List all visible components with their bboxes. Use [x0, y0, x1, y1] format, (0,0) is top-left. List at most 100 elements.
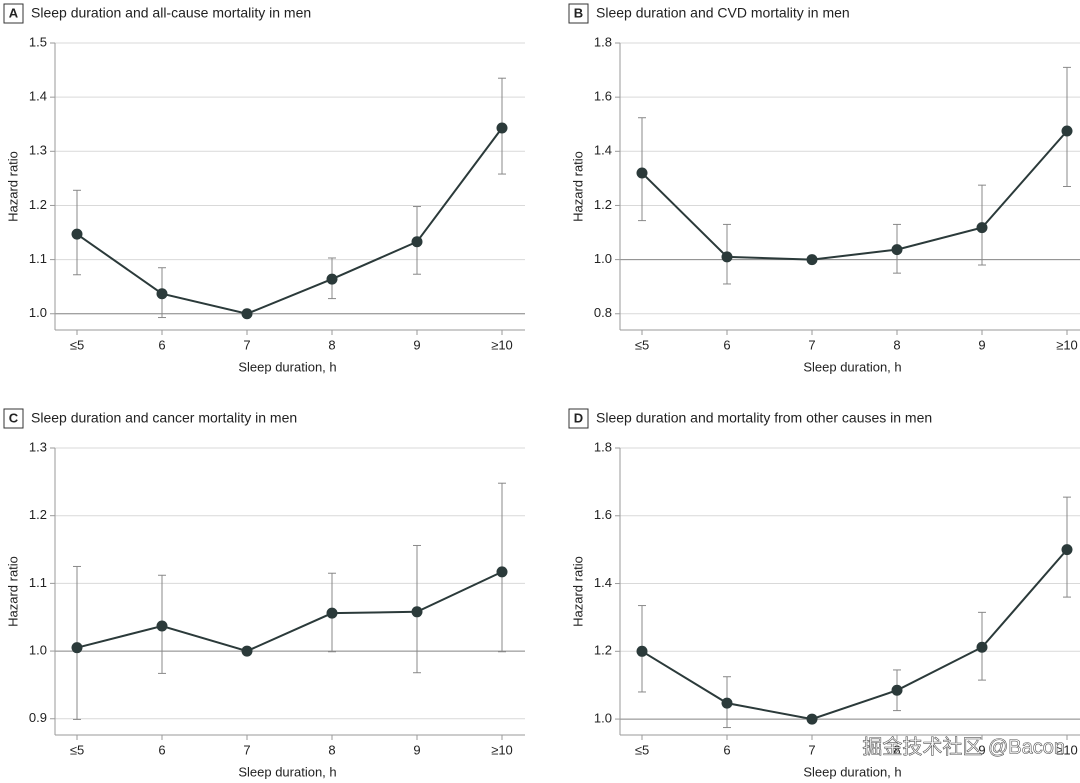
series-line — [76, 127, 503, 315]
y-tick-label: 1.6 — [594, 89, 612, 104]
series-line — [76, 570, 503, 653]
x-tick-label: ≥10 — [1056, 337, 1078, 352]
data-point — [71, 228, 83, 240]
x-tick-label: ≥10 — [491, 742, 513, 757]
y-tick-label: 1.4 — [594, 575, 612, 590]
y-tick-label: 1.2 — [29, 197, 47, 212]
panel: C Sleep duration and cancer mortality in … — [3, 408, 525, 779]
x-tick-label: 7 — [243, 337, 250, 352]
data-point — [241, 645, 253, 657]
data-point — [1061, 125, 1073, 137]
x-tick-label: 7 — [808, 337, 815, 352]
x-tick-label: 6 — [158, 742, 165, 757]
y-tick-label: 1.8 — [594, 439, 612, 454]
data-point — [156, 620, 168, 632]
data-point — [496, 566, 508, 578]
x-tick-label: 8 — [893, 742, 900, 757]
y-tick-label: 1.5 — [29, 34, 47, 49]
x-tick-label: ≥10 — [1056, 742, 1078, 757]
y-tick-label: 1.3 — [29, 439, 47, 454]
y-tick-label: 1.1 — [29, 575, 47, 590]
y-tick-label: 1.2 — [594, 643, 612, 658]
x-tick-label: 6 — [158, 337, 165, 352]
x-axis-label: Sleep duration, h — [803, 764, 901, 779]
y-tick-label: 1.4 — [594, 143, 612, 158]
y-tick-label: 1.0 — [29, 643, 47, 658]
series-line — [641, 548, 1068, 721]
data-point — [411, 236, 423, 248]
panel: B Sleep duration and CVD mortality in men… — [568, 3, 1080, 374]
chart-title: Sleep duration and cancer mortality in m… — [31, 410, 297, 426]
x-tick-label: ≥10 — [491, 337, 513, 352]
series-line — [641, 130, 1068, 261]
data-point — [1061, 544, 1073, 556]
data-point — [636, 167, 648, 179]
data-point — [891, 684, 903, 696]
data-point — [156, 288, 168, 300]
x-tick-label: 7 — [243, 742, 250, 757]
data-point — [326, 273, 338, 285]
panel-label: C — [9, 410, 19, 425]
y-axis-label: Hazard ratio — [5, 151, 20, 222]
data-point — [326, 607, 338, 619]
x-tick-label: 9 — [978, 742, 985, 757]
panel-label: B — [574, 5, 583, 20]
y-tick-label: 0.8 — [594, 305, 612, 320]
panel: D Sleep duration and mortality from other… — [568, 408, 1080, 779]
panel-label: D — [574, 410, 583, 425]
x-tick-label: 7 — [808, 742, 815, 757]
chart-title: Sleep duration and mortality from other … — [596, 410, 932, 426]
y-tick-label: 1.8 — [594, 34, 612, 49]
data-point — [976, 641, 988, 653]
x-tick-label: 9 — [978, 337, 985, 352]
x-tick-label: 8 — [328, 742, 335, 757]
data-point — [71, 642, 83, 654]
y-tick-label: 0.9 — [29, 710, 47, 725]
data-point — [411, 606, 423, 618]
y-tick-label: 1.0 — [594, 711, 612, 726]
x-tick-label: 9 — [413, 337, 420, 352]
x-axis-label: Sleep duration, h — [803, 359, 901, 374]
y-axis-label: Hazard ratio — [5, 556, 20, 627]
data-point — [806, 713, 818, 725]
y-tick-label: 1.2 — [29, 507, 47, 522]
data-point — [891, 244, 903, 256]
x-tick-label: 6 — [723, 742, 730, 757]
x-tick-label: ≤5 — [635, 742, 649, 757]
panel-label-box — [3, 3, 24, 24]
y-axis-label: Hazard ratio — [570, 556, 585, 627]
x-tick-label: 8 — [893, 337, 900, 352]
data-point — [496, 122, 508, 134]
data-point — [241, 308, 253, 320]
data-point — [636, 645, 648, 657]
data-point — [721, 697, 733, 709]
x-axis-label: Sleep duration, h — [238, 764, 336, 779]
panel-label-box — [3, 408, 24, 429]
panel: A Sleep duration and all-cause mortality … — [3, 3, 525, 374]
chart-title: Sleep duration and all-cause mortality i… — [31, 5, 311, 21]
y-tick-label: 1.2 — [594, 197, 612, 212]
chart-title: Sleep duration and CVD mortality in men — [596, 5, 850, 21]
data-point — [721, 251, 733, 263]
panel-label-box — [568, 3, 589, 24]
y-tick-label: 1.3 — [29, 143, 47, 158]
data-point — [806, 254, 818, 266]
y-tick-label: 1.6 — [594, 507, 612, 522]
x-tick-label: ≤5 — [635, 337, 649, 352]
data-point — [976, 222, 988, 234]
x-tick-label: 9 — [413, 742, 420, 757]
x-tick-label: ≤5 — [70, 337, 84, 352]
panel-label-box — [568, 408, 589, 429]
x-tick-label: 8 — [328, 337, 335, 352]
x-axis-label: Sleep duration, h — [238, 359, 336, 374]
y-tick-label: 1.4 — [29, 89, 47, 104]
watermark: 掘金技术社区 @Bacon — [862, 735, 1065, 758]
y-tick-label: 1.1 — [29, 251, 47, 266]
y-axis-label: Hazard ratio — [570, 151, 585, 222]
panel-label: A — [9, 5, 19, 20]
x-tick-label: 6 — [723, 337, 730, 352]
y-tick-label: 1.0 — [594, 251, 612, 266]
y-tick-label: 1.0 — [29, 305, 47, 320]
